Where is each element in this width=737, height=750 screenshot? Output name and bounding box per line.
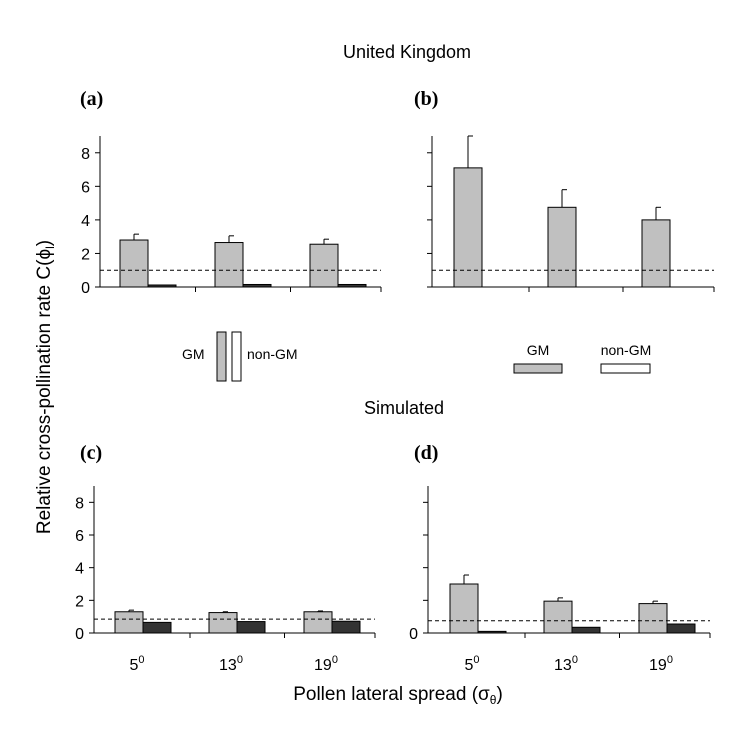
panel-label-a: (a) [80,88,103,110]
x-axis-label-main: Pollen lateral spread ( [293,684,478,705]
section-title-united-kingdom: United Kingdom [343,42,471,62]
bar-nongm-a-5 [147,284,177,288]
legend-a-gm-label: GM [182,346,205,362]
legend-b-gm-swatch [513,363,563,374]
panel-c-ytick-label: 0 [75,626,84,643]
legend-b-gm-label: GM [527,342,550,358]
panel-a-ytick-label: 2 [81,246,90,263]
bar-nongm-c-5 [142,621,172,634]
bar-nongm-c-19 [331,620,361,634]
panel-c-xtick-label: 50 [129,654,144,674]
legend-a-nongm-swatch [231,331,242,382]
panel-d-xtick-label: 130 [554,654,578,674]
bar-gm-c-19 [303,611,333,634]
bar-gm-d-5 [449,583,479,634]
panel-a: 0 2 4 6 8 [81,136,382,297]
y-axis-label-phi: ϕ [34,249,55,260]
panel-a-ytick-label: 8 [81,146,90,163]
panel-c-xtick-label: 190 [314,654,338,674]
panel-d-xtick-label: 50 [464,654,479,674]
legend-a-gm-swatch [216,331,227,382]
bar-gm-b-5 [453,167,483,288]
panel-c-xtick-superscript: 0 [332,654,338,666]
bar-gm-d-13 [543,600,573,634]
bar-gm-a-13 [214,242,244,288]
panel-c: 0 2 4 6 8 [75,486,376,643]
bar-gm-c-13 [208,612,238,634]
panel-c-ytick-label: 2 [75,593,84,610]
y-axis-label-close: ) [34,240,55,246]
bar-nongm-d-19 [666,623,696,634]
y-axis-label: Relative cross-pollination rate C(ϕl) [34,240,57,534]
legend-b: GM non-GM [513,342,652,374]
panel-label-c: (c) [80,442,102,464]
bar-gm-a-19 [309,243,339,288]
bar-gm-b-19 [641,219,671,288]
panel-c-xtick-superscript: 0 [138,654,144,666]
panel-a-ytick-label: 0 [81,280,90,297]
bar-gm-a-5 [119,239,149,288]
panel-label-b: (b) [414,88,438,110]
panel-d-xtick-label: 190 [649,654,673,674]
panel-a-ytick-label: 6 [81,179,90,196]
panel-d-xtick-superscript: 0 [667,654,673,666]
bar-gm-b-13 [547,206,577,288]
x-axis-label: Pollen lateral spread (σθ) [293,684,503,707]
bar-gm-d-19 [638,603,668,634]
panel-c-ytick-label: 6 [75,528,84,545]
bar-nongm-c-13 [236,621,266,634]
y-axis-label-sub: l [43,246,57,249]
panel-d-ytick-label: 0 [409,626,418,643]
legend-a-nongm-label: non-GM [247,346,298,362]
panel-label-d: (d) [414,442,438,464]
legend-a: GM non-GM [182,331,298,382]
legend-b-nongm-swatch [600,363,651,374]
panel-b [427,135,715,292]
bar-nongm-a-13 [242,283,272,288]
panel-c-ytick-label: 8 [75,495,84,512]
panel-c-ytick-label: 4 [75,561,84,578]
x-axis-label-close: ) [496,684,502,705]
panel-a-ytick-label: 4 [81,213,90,230]
panel-d-xtick-superscript: 0 [473,654,479,666]
panel-c-xtick-label: 130 [219,654,243,674]
legend-b-nongm-label: non-GM [601,342,652,358]
bar-nongm-d-13 [571,626,601,634]
svg-text:Relative cross-pollination rat: Relative cross-pollination rate C(ϕl) [34,240,57,534]
x-axis-label-sigma: σ [478,684,490,705]
section-title-simulated: Simulated [364,398,444,418]
bar-nongm-d-5 [477,630,507,634]
x-axis-label-sub: θ [490,693,497,707]
y-axis-label-main: Relative cross-pollination rate C( [34,259,55,534]
panel-c-xtick-superscript: 0 [237,654,243,666]
bar-nongm-a-19 [337,283,367,288]
panel-d: 050 130 190 [409,486,711,674]
bar-gm-c-5 [114,611,144,634]
panel-d-xtick-superscript: 0 [572,654,578,666]
